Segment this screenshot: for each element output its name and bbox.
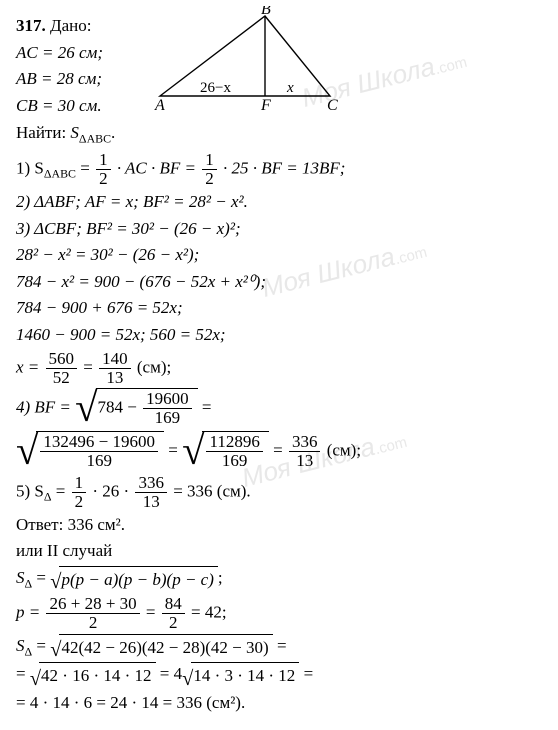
svg-text:B: B [261,6,271,18]
or-case: или II случай [16,539,542,564]
heron-formula: SΔ = √p(p − a)(p − b)(p − c); [16,566,542,593]
step-line5: 784 − x² = 900 − (676 − 52x + x²⁰); [16,270,542,295]
step-4-line1: 4) BF = √ 784 − 19600169 = [16,388,542,429]
triangle-diagram: A B C F 26−x x [145,6,345,124]
heron-simplify: = √42 · 16 · 14 · 12 = 4√14 · 3 · 14 · 1… [16,662,542,689]
given-ac: AC = 26 см; [16,41,115,66]
semiperimeter: p = 26 + 28 + 302 = 842 = 42; [16,595,542,632]
step-4-line2: √ 132496 − 19600169 = √ 112896169 = 3361… [16,431,542,472]
heron-calc: SΔ = √42(42 − 26)(42 − 28)(42 − 30) = [16,634,542,661]
given-label: Дано: [50,16,91,35]
svg-text:26−x: 26−x [200,80,231,96]
find-subscript: ΔABC [79,131,111,145]
step-5: 5) SΔ = 12 · 26 · 33613 = 336 (см). [16,474,542,511]
svg-text:C: C [327,97,338,114]
step-3: 3) ΔCBF; BF² = 30² − (26 − x)²; [16,217,542,242]
find-symbol: S [70,123,79,142]
final-result: = 4 · 14 · 6 = 24 · 14 = 336 (см²). [16,691,542,716]
step-line4: 28² − x² = 30² − (26 − x²); [16,243,542,268]
svg-text:x: x [286,80,294,96]
step-1: 1) SΔABC = 12 · AC · BF = 12 · 25 · BF =… [16,151,542,188]
given-ab: AB = 28 см; [16,67,115,92]
step-2: 2) ΔABF; AF = x; BF² = 28² − x². [16,190,542,215]
svg-text:F: F [260,97,271,114]
find-label: Найти: [16,123,66,142]
problem-number: 317. [16,16,46,35]
step-line6: 784 − 900 + 676 = 52x; [16,296,542,321]
given-cb: CB = 30 см. [16,94,115,119]
step-line7: 1460 − 900 = 52x; 560 = 52x; [16,323,542,348]
page-content: 317. Дано: AC = 26 см; AB = 28 см; CB = … [16,12,542,716]
answer: Ответ: 336 см². [16,513,542,538]
svg-text:A: A [154,97,165,114]
x-solution: x = 56052 = 14013 (см); [16,350,542,387]
